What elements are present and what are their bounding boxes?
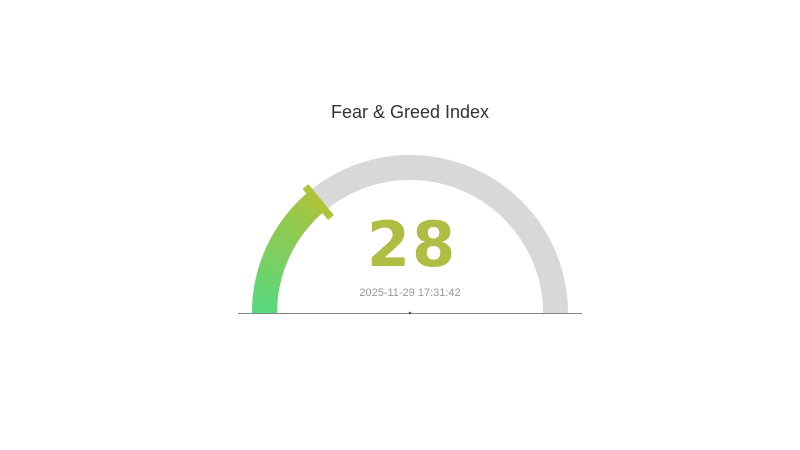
gauge-center-dot bbox=[408, 311, 412, 315]
chart-title: Fear & Greed Index bbox=[330, 102, 490, 122]
gauge-pointer bbox=[302, 184, 334, 220]
gauge-value: 28 bbox=[366, 208, 458, 281]
gauge-timestamp: 2025-11-29 17:31:42 bbox=[359, 287, 461, 299]
